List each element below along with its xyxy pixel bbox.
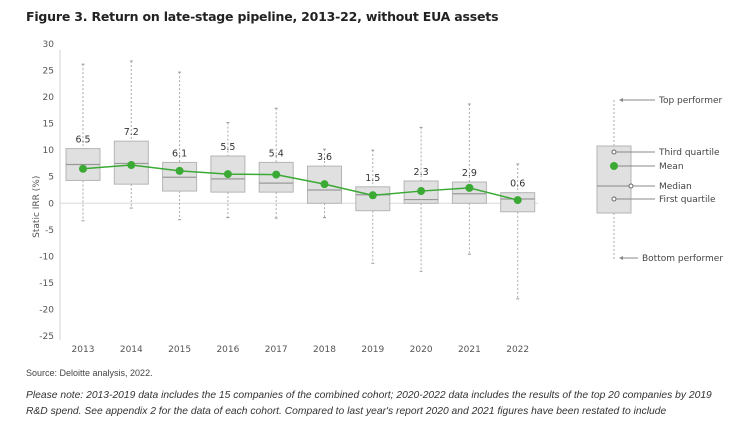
mean-trend-line	[82, 164, 518, 201]
mean-point	[223, 170, 232, 179]
y-tick-label: 5	[48, 173, 54, 183]
footnote: Please note: 2013-2019 data includes the…	[26, 390, 712, 417]
chart-title: Figure 3. Return on late-stage pipeline,…	[26, 9, 499, 24]
data-label: 5.5	[220, 142, 235, 153]
mean-point	[272, 170, 281, 179]
x-tick-label: 2014	[120, 345, 143, 355]
y-tick-label: -20	[39, 305, 54, 315]
y-axis-title: Static IRR (%)	[32, 176, 42, 238]
y-tick-label: -25	[39, 332, 54, 342]
x-tick-label: 2015	[168, 345, 191, 355]
legend-marker	[611, 149, 617, 155]
data-label: 6.5	[75, 135, 90, 146]
data-label: 7.2	[124, 127, 139, 138]
box-2013	[65, 63, 101, 222]
data-label: 3.6	[317, 152, 332, 163]
box-2021	[451, 103, 487, 255]
y-tick-label: 15	[43, 120, 54, 130]
data-label: 2.3	[414, 167, 429, 178]
mean-series	[79, 161, 522, 205]
y-tick-label: 30	[43, 40, 55, 50]
y-tick-label: 20	[43, 93, 55, 103]
mean-point	[513, 196, 522, 205]
mean-point	[417, 187, 426, 196]
x-tick-label: 2019	[361, 345, 384, 355]
source-note: Source: Deloitte analysis, 2022.	[26, 368, 153, 378]
x-axis: 2013 2014 2015 2016 2017 2018 2019 2020 2021 2022	[72, 345, 530, 355]
legend-label: Third quartile	[658, 148, 720, 158]
legend-box	[596, 145, 632, 214]
box-2015	[162, 71, 198, 221]
legend-label: Mean	[659, 162, 684, 172]
legend-label: Median	[659, 182, 692, 192]
mean-point	[127, 161, 136, 170]
data-label: 0.6	[510, 179, 525, 190]
data-label: 2.9	[462, 168, 477, 179]
data-labels: 6.5 7.2 6.1 5.5 5.4 3.6 1.5 2.3 2.9 0.6	[75, 127, 525, 189]
mean-point	[175, 166, 184, 175]
data-label: 6.1	[172, 148, 187, 159]
x-tick-label: 2022	[506, 345, 529, 355]
y-axis: 30 25 20 15 10 5 0 -5 -10 -15 -20 -25 Static IRR (%)	[32, 40, 538, 342]
y-tick-label: -5	[45, 226, 54, 236]
legend-arrow-icon	[619, 98, 623, 102]
legend-label: Top performer	[658, 96, 723, 106]
box-2017	[258, 107, 294, 219]
box-2019	[355, 149, 391, 264]
legend-marker	[628, 183, 634, 189]
mean-point	[320, 180, 329, 189]
x-tick-label: 2018	[313, 345, 336, 355]
box-2020	[403, 126, 439, 272]
y-tick-label: -15	[39, 279, 54, 289]
y-tick-label: 10	[43, 146, 55, 156]
y-tick-label: -10	[39, 252, 54, 262]
legend-arrow-icon	[619, 256, 623, 260]
legend: Top performer Third quartile Mean Median Fir…	[596, 96, 723, 264]
legend-label: First quartile	[659, 195, 716, 205]
y-tick-label: 25	[43, 67, 54, 77]
data-label: 1.5	[365, 173, 380, 184]
x-tick-label: 2017	[265, 345, 288, 355]
mean-point	[79, 164, 87, 173]
y-tick-label: 0	[48, 199, 54, 209]
legend-marker	[611, 196, 617, 202]
mean-point	[465, 183, 474, 192]
legend-mean-dot	[610, 162, 618, 170]
mean-point	[368, 191, 377, 200]
data-label: 5.4	[269, 148, 284, 159]
x-tick-label: 2021	[458, 345, 481, 355]
x-tick-label: 2020	[410, 345, 433, 355]
legend-label: Bottom performer	[642, 254, 723, 264]
x-tick-label: 2016	[216, 345, 239, 355]
x-tick-label: 2013	[72, 345, 95, 355]
